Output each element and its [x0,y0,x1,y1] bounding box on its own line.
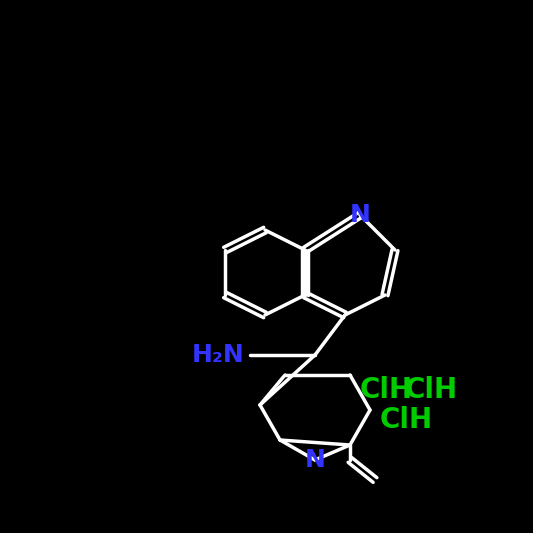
Text: N: N [304,448,326,472]
Text: ClH: ClH [360,376,413,404]
Text: H₂N: H₂N [192,343,245,367]
Text: ClH: ClH [380,406,433,434]
Text: N: N [350,203,370,227]
Text: ClH: ClH [405,376,458,404]
